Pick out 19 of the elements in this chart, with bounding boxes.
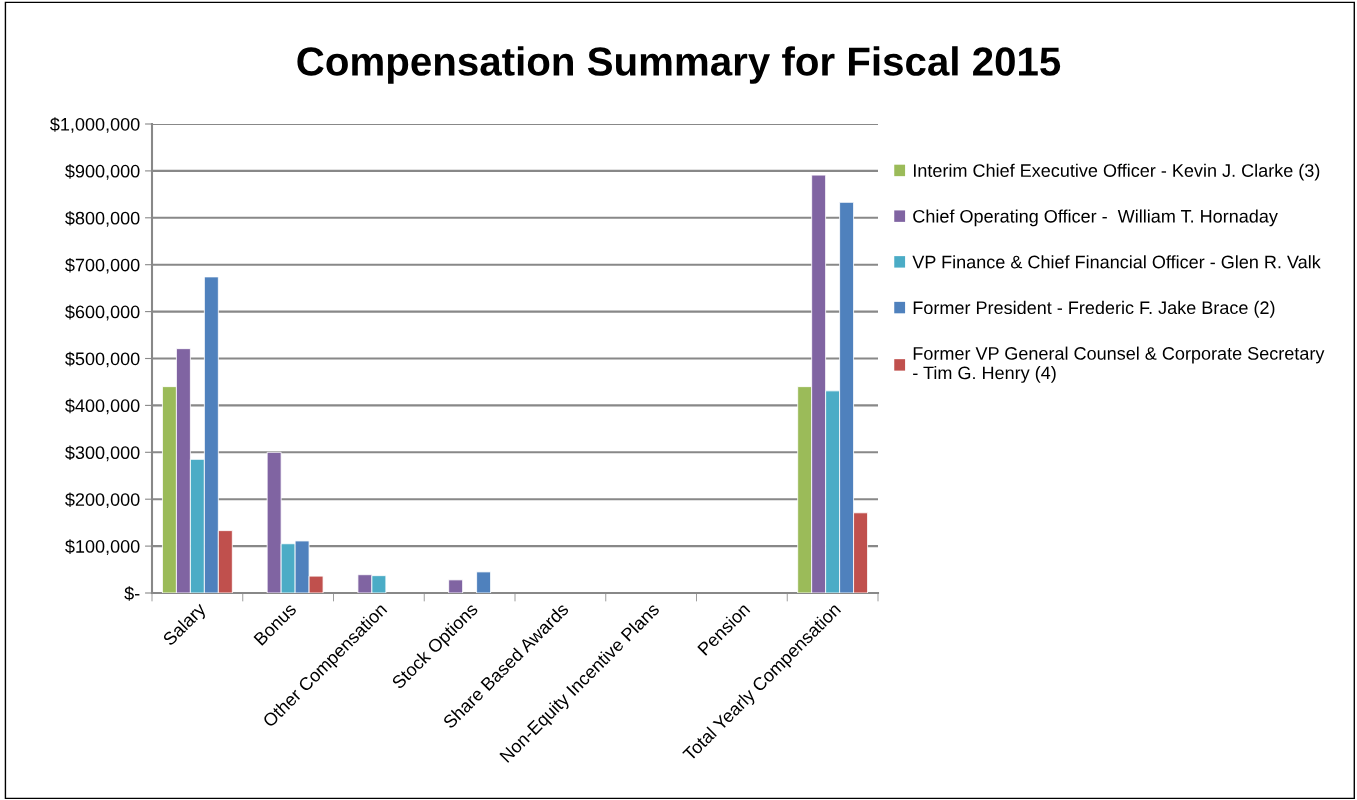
legend-label: Former President - Frederic F. Jake Brace (2): [913, 300, 1275, 318]
y-tick-label: $900,000: [65, 164, 140, 180]
chart-title: Compensation Summary for Fiscal 2015: [297, 46, 1061, 84]
y-tick-label: $800,000: [65, 210, 140, 227]
y-tick-label: $-: [124, 586, 140, 601]
y-tick-label: $400,000: [65, 398, 140, 415]
legend-label: VP Finance & Chief Financial Officer - Glen R. Valk: [912, 255, 1321, 269]
legend-label: Interim Chief Executive Officer - Kevin J. Clarke (3): [913, 163, 1320, 181]
y-tick-label: $600,000: [65, 304, 140, 321]
legend-label: Former VP General Counsel & Corporate Secretary - Tim G. Henry (4): [913, 346, 1325, 383]
y-tick-label: $300,000: [65, 445, 140, 462]
y-tick-label: $100,000: [65, 539, 140, 555]
y-tick-label: $700,000: [65, 257, 140, 274]
y-tick-label: $200,000: [65, 492, 140, 509]
bar: [476, 571, 492, 593]
legend-label: Chief Operating Officer - William T. Hornaday: [913, 209, 1278, 227]
y-tick-label: $500,000: [65, 351, 140, 368]
y-tick-label: $1,000,000: [50, 117, 140, 133]
bar: [448, 579, 464, 593]
